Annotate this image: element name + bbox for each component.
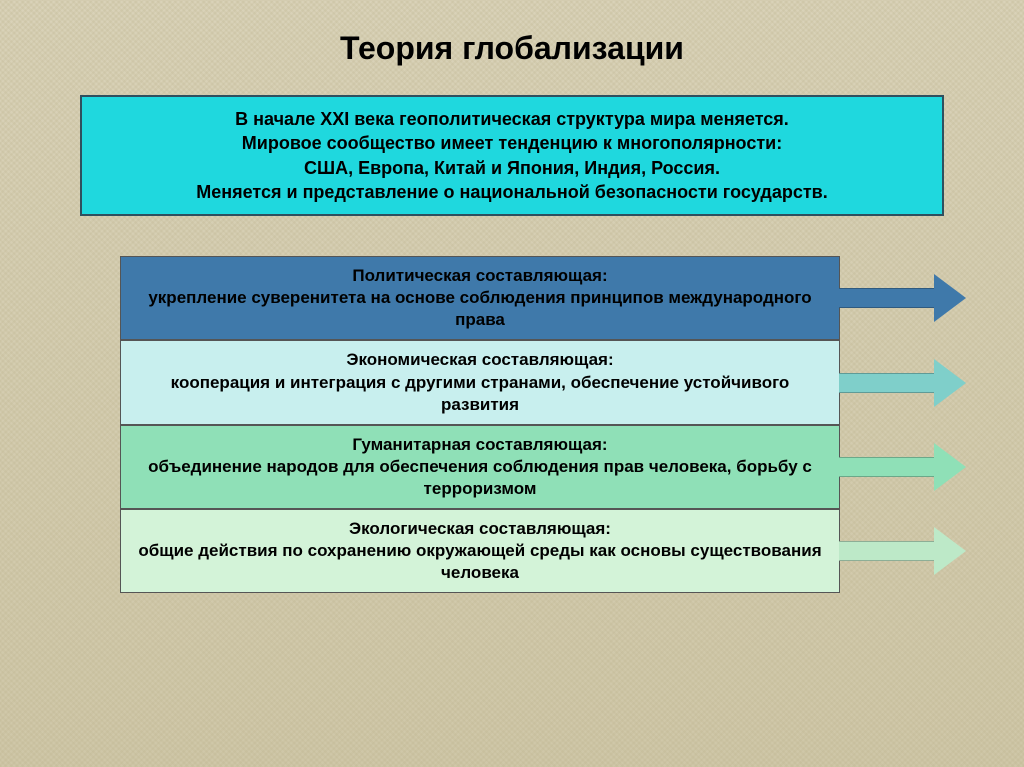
intro-box: В начале XXI века геополитическая структ…: [80, 95, 944, 216]
arrow-icon: [839, 443, 966, 491]
slide-content: Теория глобализации В начале XXI века ге…: [0, 0, 1024, 593]
arrow-head: [934, 274, 966, 322]
row-economic: Экономическая составляющая: кооперация и…: [120, 340, 840, 424]
arrow-icon: [839, 359, 966, 407]
intro-line: США, Европа, Китай и Япония, Индия, Росс…: [96, 156, 928, 180]
arrow-shaft: [839, 457, 934, 477]
row-political: Политическая составляющая: укрепление су…: [120, 256, 840, 340]
arrow-shaft: [839, 373, 934, 393]
arrow-head: [934, 443, 966, 491]
row-body: объединение народов для обеспечения собл…: [135, 456, 825, 500]
arrow-head: [934, 359, 966, 407]
arrow-head: [934, 527, 966, 575]
slide-title: Теория глобализации: [40, 30, 984, 67]
intro-line: В начале XXI века геополитическая структ…: [96, 107, 928, 131]
arrow-shaft: [839, 288, 934, 308]
row-heading: Экономическая составляющая:: [135, 349, 825, 371]
row-heading: Экологическая составляющая:: [135, 518, 825, 540]
row-body: укрепление суверенитета на основе соблюд…: [135, 287, 825, 331]
intro-line: Меняется и представление о национальной …: [96, 180, 928, 204]
arrow-icon: [839, 274, 966, 322]
intro-line: Мировое сообщество имеет тенденцию к мно…: [96, 131, 928, 155]
arrow-icon: [839, 527, 966, 575]
arrow-shaft: [839, 541, 934, 561]
row-heading: Политическая составляющая:: [135, 265, 825, 287]
row-body: кооперация и интеграция с другими страна…: [135, 372, 825, 416]
row-ecological: Экологическая составляющая: общие действ…: [120, 509, 840, 593]
row-humanitarian: Гуманитарная составляющая: объединение н…: [120, 425, 840, 509]
row-body: общие действия по сохранению окружающей …: [135, 540, 825, 584]
row-heading: Гуманитарная составляющая:: [135, 434, 825, 456]
component-rows: Политическая составляющая: укрепление су…: [120, 256, 840, 593]
